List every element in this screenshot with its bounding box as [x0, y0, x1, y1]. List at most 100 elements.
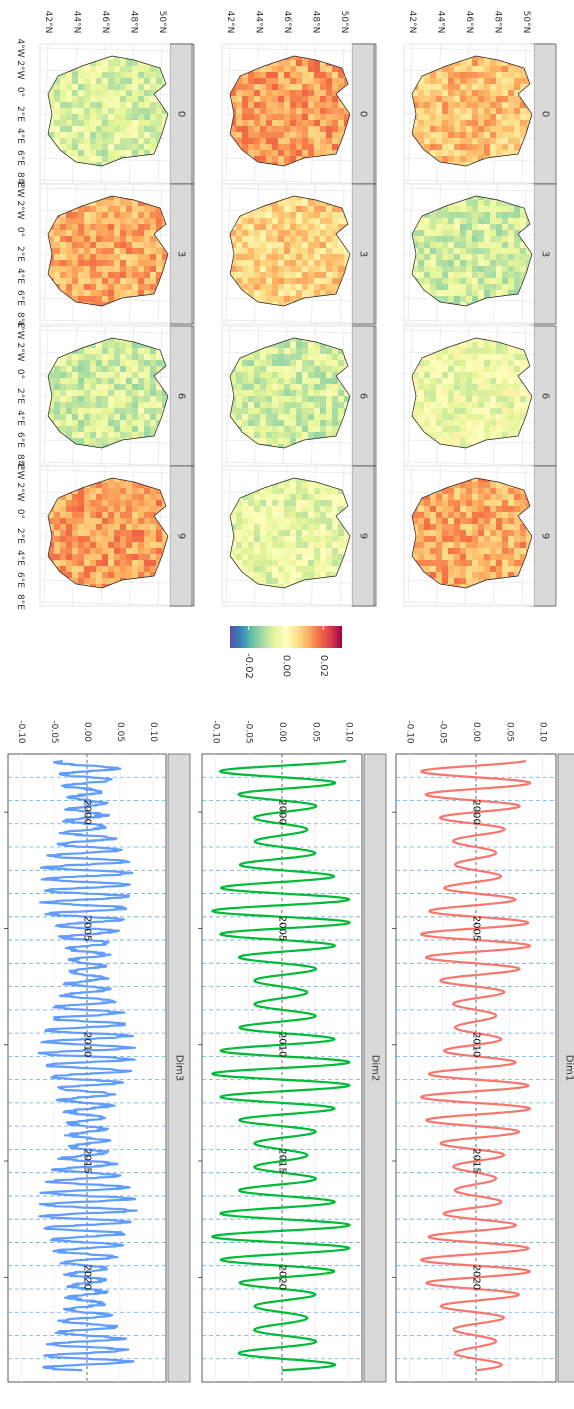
x-tick-label: 2020 [82, 1265, 93, 1290]
x-tick-label: 2005 [277, 916, 288, 941]
lon-tick-label: 8°E [15, 172, 25, 188]
lon-tick-label: 0° [15, 87, 25, 97]
graticule-line [407, 465, 413, 607]
map-outline [229, 477, 351, 589]
graticule-line [221, 601, 353, 606]
x-tick-label: 2005 [471, 916, 482, 941]
lon-tick-label: 2°E [15, 106, 25, 122]
map-outline [229, 337, 351, 449]
y-tick-label: 0.10 [148, 722, 158, 742]
lat-tick-label: 42°N [43, 11, 53, 34]
x-tick-label: 2020 [277, 1265, 288, 1290]
graticule-line [407, 325, 413, 467]
series-line-dim2 [211, 759, 351, 1372]
lon-tick-label: 2°W [15, 60, 25, 79]
x-tick-label: 2015 [471, 1148, 482, 1173]
map-panel-dim2-lag-0: Dim2042°N44°N46°N48°N50°N [221, 11, 377, 185]
lat-tick-label: 46°N [464, 11, 474, 34]
facet-strip-lag-label: 6 [540, 393, 551, 399]
map-outline [411, 477, 533, 589]
map-panel-dim3-lag-3: Dim334°W2°W0°2°E4°E6°E8°E [15, 178, 195, 328]
lon-tick-label: 2°W [15, 482, 25, 501]
facet-strip-lag-label: 3 [358, 251, 369, 257]
facet-strip [363, 753, 387, 1383]
graticule-line [43, 43, 49, 185]
map-panel-dim2-lag-3: Dim23 [221, 183, 377, 325]
lon-tick-label: 2°W [15, 342, 25, 361]
x-tick-label: 2005 [82, 916, 93, 941]
facet-strip-lag-label: 0 [176, 111, 187, 117]
graticule-line [403, 601, 535, 606]
timeseries-panel-dim3: Dim3 -0.10 -0.05 0.00 0.05 0.10 2000 2005 2010 20… [4, 720, 191, 1383]
graticule-line [403, 461, 535, 466]
map-panel-dim3-lag-9: Dim394°W2°W0°2°E4°E6°E8°E [15, 460, 195, 610]
y-tick-label: 0.00 [82, 722, 92, 742]
facet-strip-label: Dim1 [564, 1055, 574, 1082]
graticule-line [43, 465, 49, 607]
graticule-line [221, 319, 353, 324]
lat-tick-label: 44°N [436, 11, 446, 34]
map-panel-dim1-lag-6: Dim16 [403, 325, 557, 467]
graticule-line [225, 183, 231, 325]
lon-tick-label: 8°E [15, 594, 25, 610]
facet-strip-lag-label: 9 [540, 533, 551, 539]
map-facets: Dim1042°N44°N46°N48°N50°NDim13Dim16Dim19… [15, 11, 557, 610]
map-outline [411, 337, 533, 449]
legend-tick-label: 0.02 [318, 655, 329, 677]
y-tick-label: 0.10 [538, 722, 548, 742]
y-tick-label: 0.00 [471, 722, 481, 742]
lon-tick-label: 2°E [15, 388, 25, 404]
map-outline [229, 195, 351, 307]
lon-tick-label: 2°E [15, 528, 25, 544]
timeseries-panel-dim1: Dim1 -0.10 -0.05 0.00 0.05 0.10 2000 2005 2010 20… [392, 720, 574, 1383]
lat-tick-label: 42°N [225, 11, 235, 34]
lon-tick-label: 2°W [15, 200, 25, 219]
facet-strip-lag-label: 6 [176, 393, 187, 399]
y-tick-label: -0.10 [16, 720, 26, 744]
graticule-line [221, 461, 353, 466]
facet-strip-lag-label: 9 [176, 533, 187, 539]
legend-tick-label: -0.02 [243, 653, 254, 679]
lat-tick-label: 42°N [407, 11, 417, 34]
graticule-line [39, 179, 171, 184]
lat-tick-label: 48°N [311, 11, 321, 34]
map-panel-dim1-lag-3: Dim13 [403, 183, 557, 325]
facet-strip-lag-label: 9 [358, 533, 369, 539]
map-outline [411, 195, 533, 307]
map-panel-dim1-lag-0: Dim1042°N44°N46°N48°N50°N [403, 11, 557, 185]
graticule-line [39, 461, 171, 466]
lon-tick-label: 8°E [15, 454, 25, 470]
lon-tick-label: 8°E [15, 312, 25, 328]
lon-tick-label: 4°E [15, 268, 25, 284]
lat-tick-label: 46°N [100, 11, 110, 34]
y-tick-label: -0.05 [244, 720, 254, 743]
y-tick-label: 0.05 [504, 722, 514, 742]
lat-tick-label: 44°N [72, 11, 82, 34]
lon-tick-label: 0° [15, 369, 25, 379]
facet-strip-lag-label: 0 [358, 111, 369, 117]
lon-tick-label: 6°E [15, 150, 25, 166]
x-tick-label: 2000 [471, 799, 482, 824]
lon-tick-label: 4°W [15, 320, 25, 339]
map-panel-dim3-lag-6: Dim364°W2°W0°2°E4°E6°E8°E [15, 320, 195, 470]
x-tick-label: 2010 [471, 1032, 482, 1057]
x-tick-label: 2015 [277, 1148, 288, 1173]
map-outline [47, 195, 169, 307]
y-tick-label: 0.05 [310, 722, 320, 742]
lat-tick-label: 50°N [339, 11, 349, 34]
facet-strip-label: Dim3 [174, 1055, 185, 1082]
y-tick-label: 0.10 [344, 722, 354, 742]
graticule-line [225, 465, 231, 607]
lon-tick-label: 4°E [15, 550, 25, 566]
x-tick-label: 2000 [82, 799, 93, 824]
facet-strip-label: Dim2 [370, 1055, 381, 1082]
lat-tick-label: 50°N [521, 11, 531, 34]
map-panel-dim2-lag-9: Dim29 [221, 465, 377, 607]
series-line-dim3 [37, 759, 138, 1372]
lon-tick-label: 4°E [15, 128, 25, 144]
lon-tick-label: 6°E [15, 290, 25, 306]
facet-strip-lag-label: 6 [358, 393, 369, 399]
lat-tick-label: 48°N [129, 11, 139, 34]
